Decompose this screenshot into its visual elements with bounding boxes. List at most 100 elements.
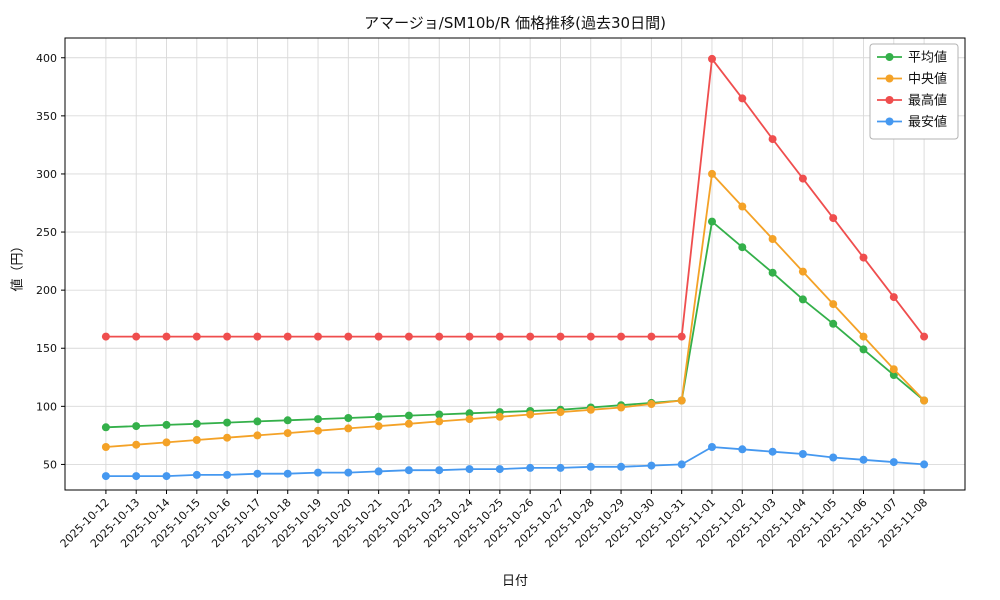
data-point	[617, 403, 626, 412]
legend-label-max: 最高値	[908, 93, 947, 109]
data-point	[738, 445, 747, 454]
y-tick-label: 200	[36, 284, 57, 297]
data-point	[617, 332, 626, 341]
data-point	[465, 332, 474, 341]
y-tick-label: 400	[36, 52, 57, 65]
data-point	[162, 438, 171, 447]
data-point	[132, 440, 141, 449]
data-point	[374, 422, 383, 431]
legend-marker	[885, 96, 894, 104]
data-point	[132, 422, 141, 431]
data-point	[556, 408, 565, 417]
data-point	[859, 332, 868, 341]
data-point	[192, 436, 201, 444]
y-tick-label: 50	[43, 458, 57, 471]
data-point	[465, 409, 474, 418]
data-point	[798, 295, 807, 304]
legend-box	[869, 43, 959, 140]
data-point	[314, 332, 322, 341]
data-point	[889, 365, 898, 374]
data-point	[708, 169, 716, 178]
y-tick-label: 300	[36, 168, 57, 181]
data-point	[404, 411, 413, 420]
data-point	[768, 135, 777, 144]
data-point	[829, 214, 838, 223]
data-point	[798, 267, 807, 276]
data-point	[586, 332, 595, 341]
data-point	[344, 414, 353, 422]
data-point	[344, 424, 353, 433]
series-max	[101, 54, 929, 341]
data-point	[677, 332, 686, 341]
data-point	[404, 332, 413, 341]
data-point	[223, 433, 232, 442]
data-point	[859, 253, 868, 262]
data-point	[859, 345, 868, 354]
series-line-average	[105, 220, 925, 429]
data-point	[889, 371, 898, 379]
data-point	[223, 418, 232, 427]
series-average	[101, 217, 929, 432]
data-point	[738, 243, 747, 252]
data-point	[859, 455, 868, 464]
data-point	[253, 332, 262, 341]
series-line-max	[105, 58, 925, 338]
data-point	[374, 467, 383, 476]
data-point	[101, 443, 110, 451]
data-point	[465, 465, 474, 474]
data-point	[132, 472, 141, 481]
data-point	[314, 415, 322, 424]
data-point	[829, 453, 838, 462]
data-point	[920, 396, 929, 405]
data-point	[677, 460, 686, 469]
data-point	[132, 332, 141, 341]
data-point	[435, 410, 444, 419]
y-tick-label: 250	[36, 226, 57, 239]
legend-marker	[885, 117, 894, 126]
data-point	[435, 466, 444, 475]
data-point	[708, 217, 716, 226]
series-median	[101, 169, 929, 451]
data-point	[586, 462, 595, 471]
y-tick-label: 150	[36, 342, 57, 355]
data-point	[253, 431, 262, 440]
data-point	[101, 472, 110, 481]
data-point	[253, 417, 262, 426]
data-point	[556, 332, 565, 341]
data-point	[283, 469, 292, 478]
data-point	[374, 332, 383, 341]
series-line-median	[105, 172, 925, 448]
chart-title: アマージョ/SM10b/R 価格推移(過去30日間)	[364, 14, 666, 32]
data-point	[526, 410, 535, 419]
legend-marker	[885, 74, 894, 83]
series-min	[101, 443, 929, 481]
data-point	[920, 460, 929, 469]
data-point	[283, 332, 292, 341]
data-point	[162, 472, 171, 481]
data-point	[647, 461, 656, 470]
data-point	[495, 412, 504, 421]
data-point	[647, 400, 656, 408]
data-point	[829, 300, 838, 309]
series-line-min	[105, 446, 925, 478]
data-point	[526, 463, 535, 472]
data-point	[465, 415, 474, 424]
axis-ticks	[61, 57, 925, 494]
data-point	[314, 426, 322, 435]
data-point	[435, 417, 444, 426]
data-point	[647, 332, 656, 341]
data-point	[404, 466, 413, 475]
data-point	[768, 447, 777, 456]
data-point	[404, 419, 413, 428]
legend-label-min: 最安値	[908, 114, 947, 130]
data-point	[223, 470, 232, 479]
data-point	[708, 443, 716, 451]
data-point	[738, 94, 747, 103]
data-point	[829, 319, 838, 328]
data-point	[768, 268, 777, 277]
data-point	[223, 332, 232, 341]
data-point	[798, 174, 807, 183]
